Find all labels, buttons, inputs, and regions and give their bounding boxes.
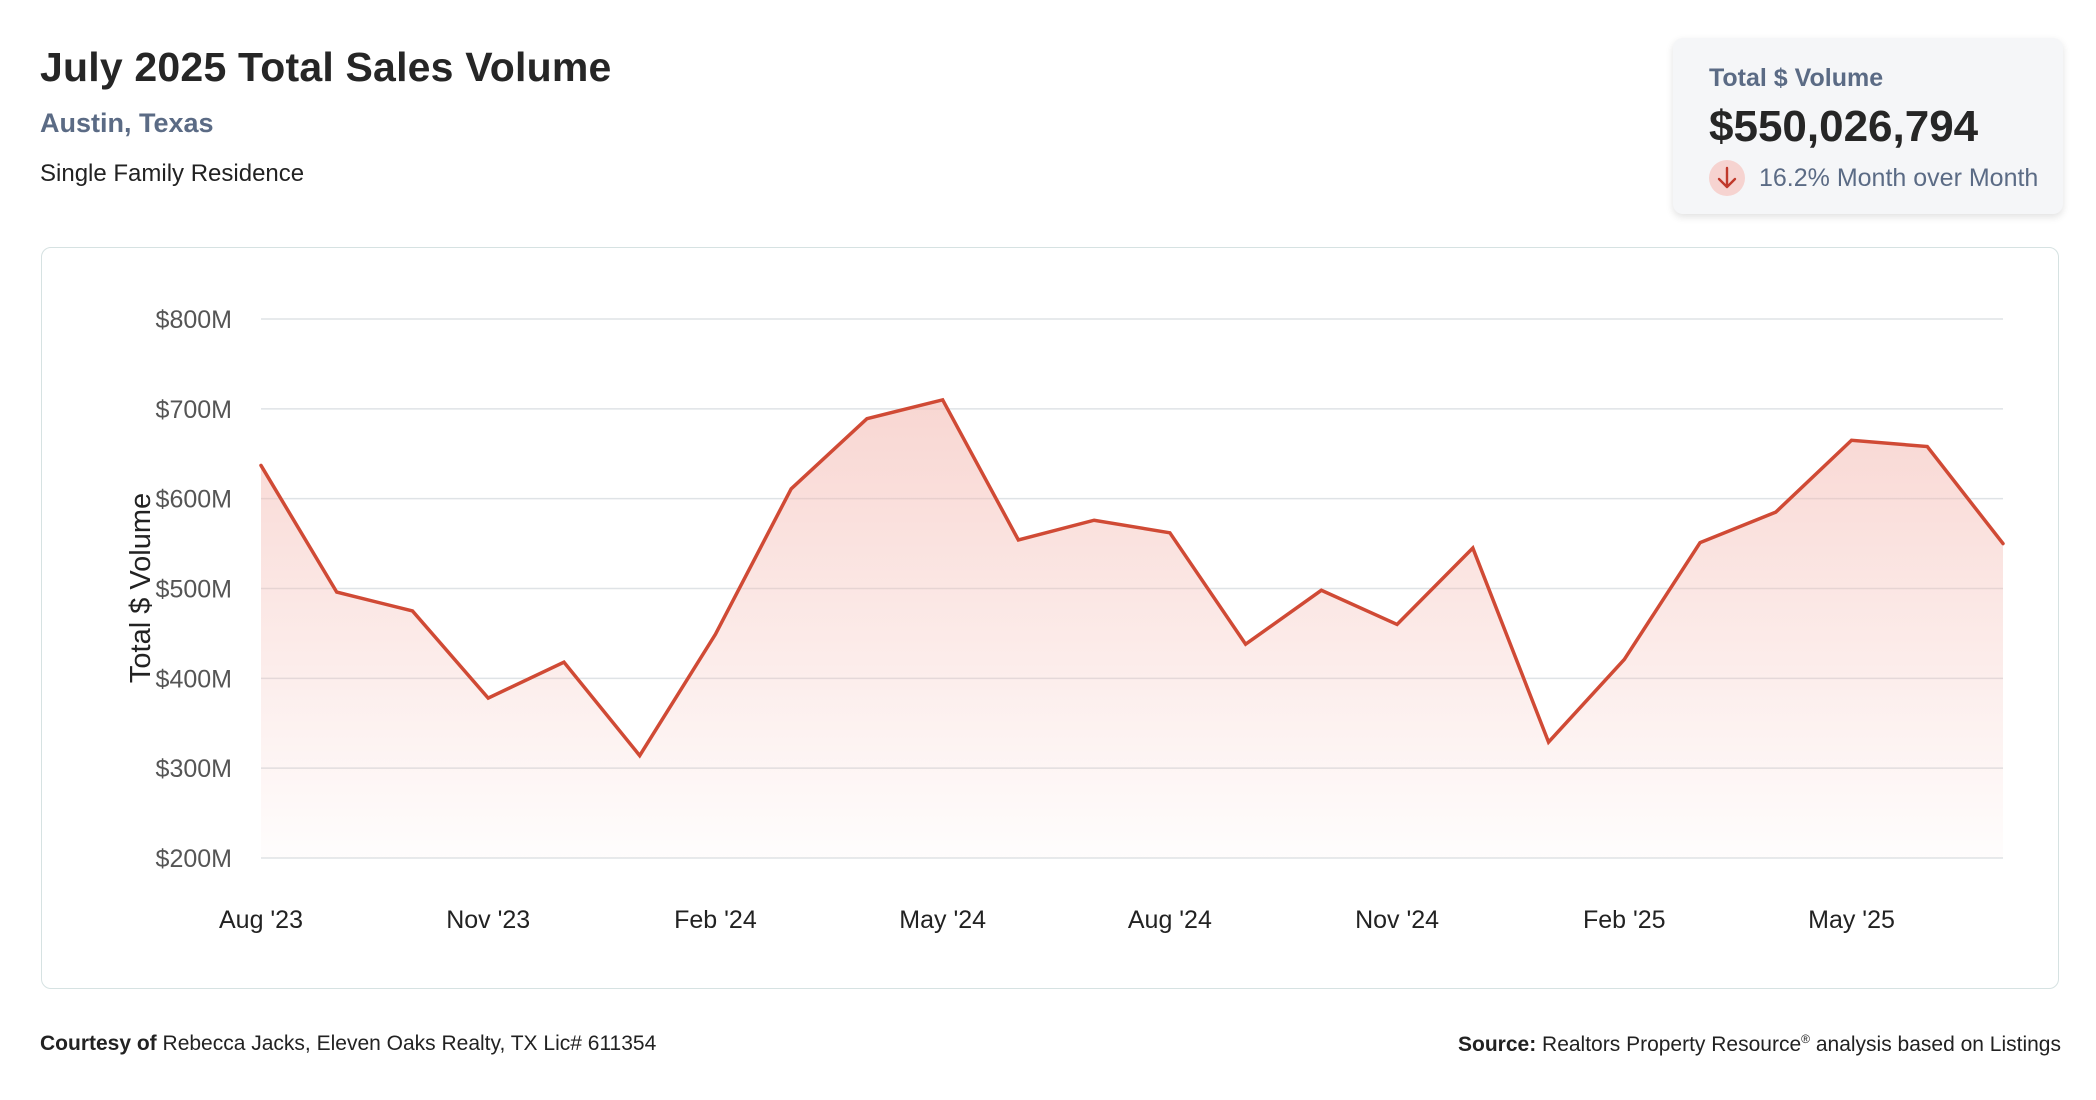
courtesy-footer: Courtesy of Rebecca Jacks, Eleven Oaks R… — [40, 1032, 656, 1056]
data-point — [1319, 588, 1323, 592]
data-point — [1244, 642, 1248, 646]
data-point — [2001, 542, 2005, 546]
y-tick-label: $400M — [156, 665, 232, 693]
kpi-card: Total $ Volume $550,026,794 16.2% Month … — [1673, 38, 2063, 214]
source-footer: Source: Realtors Property Resource® anal… — [1458, 1032, 2061, 1057]
data-point — [562, 660, 566, 664]
x-tick-label: Feb '24 — [674, 906, 757, 934]
data-point — [1395, 622, 1399, 626]
series-line — [259, 397, 2005, 759]
y-tick-label: $700M — [156, 396, 232, 424]
property-type-label: Single Family Residence — [40, 160, 305, 187]
kpi-value: $550,026,794 — [1709, 102, 1979, 151]
source-text: Realtors Property Resource — [1536, 1033, 1802, 1056]
data-point — [1471, 546, 1475, 550]
x-tick-label: Nov '23 — [446, 906, 530, 934]
kpi-change-text: 16.2% Month over Month — [1759, 164, 2039, 192]
source-suffix: analysis based on Listings — [1810, 1033, 2061, 1056]
series-area-fill — [261, 399, 2003, 858]
data-point — [789, 487, 793, 491]
chart-card: $200M $300M $400M $500M $600M $700M $800M Aug '… — [41, 247, 2059, 989]
y-axis-title: Total $ Volume — [125, 493, 157, 683]
page-title: July 2025 Total Sales Volume — [40, 44, 612, 90]
x-tick-label: Aug '24 — [1128, 906, 1212, 934]
registered-mark: ® — [1801, 1032, 1810, 1046]
arrow-down-icon — [1709, 160, 1745, 196]
data-point — [1092, 518, 1096, 522]
source-label: Source: — [1458, 1033, 1537, 1056]
data-point — [1774, 510, 1778, 514]
y-tick-label: $500M — [156, 576, 232, 604]
y-tick-label: $200M — [156, 845, 232, 873]
data-point — [1168, 531, 1172, 535]
data-point — [486, 696, 490, 700]
x-tick-label: Nov '24 — [1355, 906, 1439, 934]
x-tick-label: May '25 — [1808, 906, 1895, 934]
data-point — [1016, 538, 1020, 542]
location-subtitle: Austin, Texas — [40, 108, 214, 138]
data-point — [259, 463, 263, 467]
courtesy-label: Courtesy of — [40, 1032, 157, 1055]
x-tick-label: May '24 — [899, 906, 986, 934]
data-point — [941, 398, 945, 402]
y-tick-label: $800M — [156, 306, 232, 334]
y-tick-label: $300M — [156, 755, 232, 783]
sales-volume-chart: $200M $300M $400M $500M $600M $700M $800M Aug '… — [125, 306, 2005, 934]
data-point — [410, 609, 414, 613]
data-point — [1925, 445, 1929, 449]
data-point — [638, 754, 642, 758]
data-point — [713, 632, 717, 636]
data-point — [1850, 438, 1854, 442]
data-point — [335, 590, 339, 594]
data-point — [865, 417, 869, 421]
y-tick-label: $600M — [156, 486, 232, 514]
x-tick-label: Aug '23 — [219, 906, 303, 934]
data-point — [1622, 657, 1626, 661]
kpi-label: Total $ Volume — [1709, 64, 1884, 92]
data-point — [1698, 541, 1702, 545]
x-tick-label: Feb '25 — [1583, 906, 1666, 934]
data-point — [1547, 740, 1551, 744]
courtesy-text: Rebecca Jacks, Eleven Oaks Realty, TX Li… — [156, 1032, 657, 1055]
